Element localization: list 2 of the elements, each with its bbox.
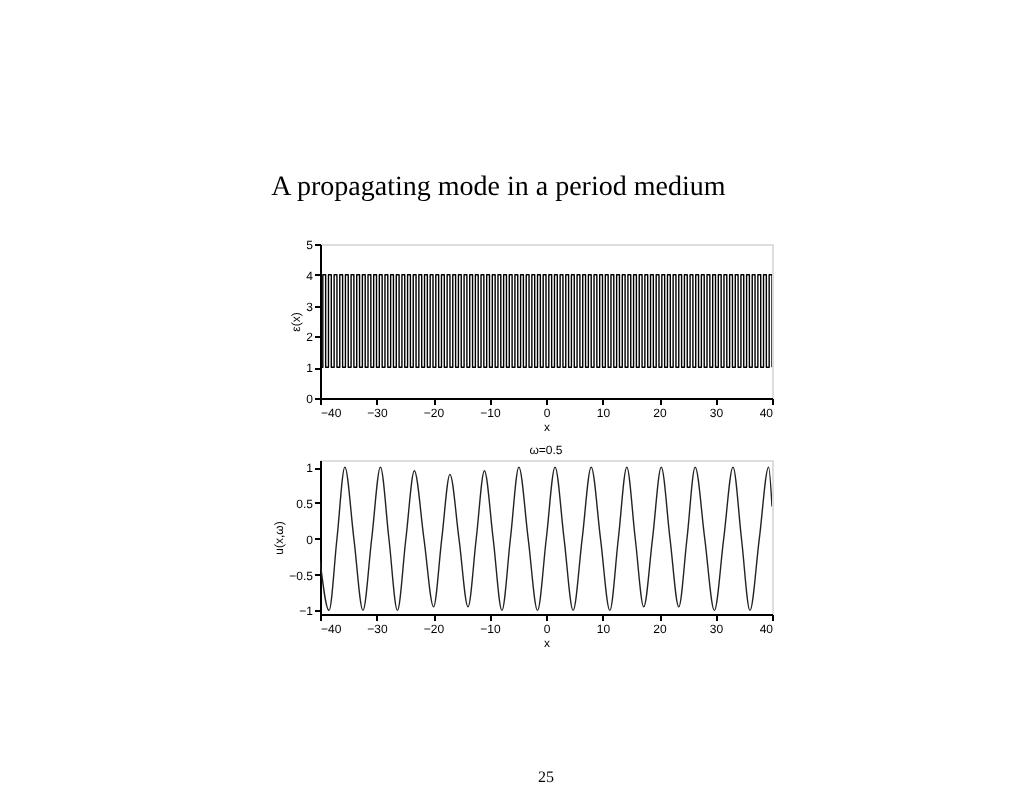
chart-title: A propagating mode in a period medium	[271, 173, 726, 203]
text: 25	[538, 768, 554, 786]
